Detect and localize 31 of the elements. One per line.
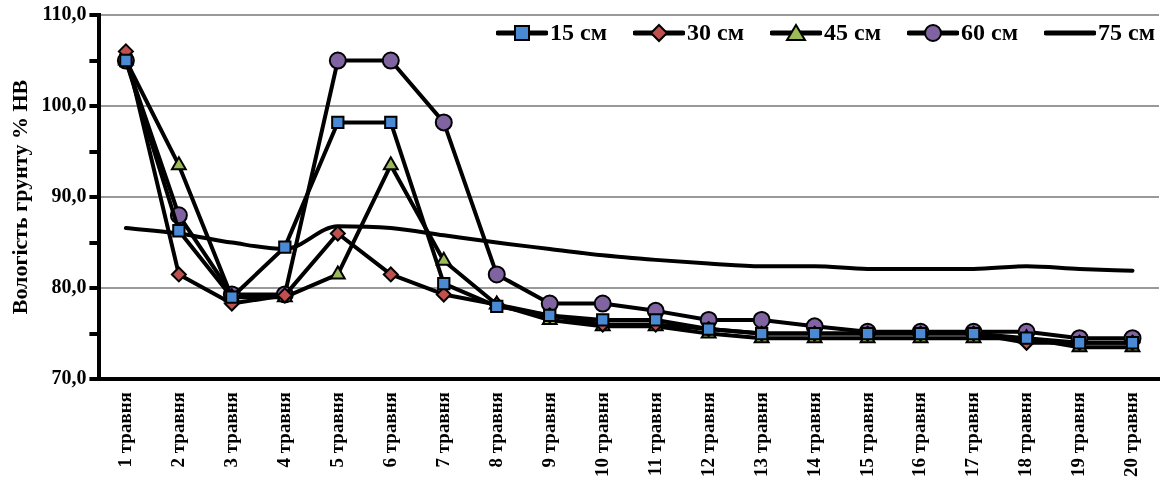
y-tick-label: 100,0 — [41, 93, 87, 116]
x-tick-label: 9 травня — [537, 392, 559, 468]
x-tick-label: 13 травня — [749, 392, 771, 478]
x-tick-label: 15 травня — [855, 392, 877, 478]
x-tick-label: 20 травня — [1120, 392, 1142, 478]
x-tick-label: 7 травня — [431, 392, 453, 468]
x-tick-label: 18 травня — [1014, 392, 1036, 478]
legend-label: 15 см — [550, 19, 607, 46]
x-tick-label: 10 травня — [590, 392, 612, 478]
y-tick-label: 90,0 — [51, 184, 87, 207]
x-tick-label: 5 травня — [325, 392, 347, 468]
x-tick-label: 19 травня — [1067, 392, 1089, 478]
x-tick-label: 16 травня — [908, 392, 930, 478]
x-tick-label: 3 травня — [219, 392, 241, 468]
legend-label: 45 см — [824, 19, 881, 46]
x-tick-label: 2 травня — [166, 392, 188, 468]
x-tick-label: 8 травня — [484, 392, 506, 468]
x-tick-label: 11 травня — [643, 392, 665, 476]
x-tick-label: 6 травня — [378, 392, 400, 468]
y-tick-label: 70,0 — [51, 366, 87, 389]
y-tick-label: 110,0 — [42, 2, 87, 25]
y-tick-label: 80,0 — [51, 275, 87, 298]
x-tick-label: 14 травня — [802, 392, 824, 478]
x-tick-label: 12 травня — [696, 392, 718, 478]
legend-label: 75 см — [1098, 19, 1155, 46]
x-tick-label: 4 травня — [272, 392, 294, 468]
x-tick-label: 1 травня — [113, 392, 135, 468]
legend-label: 60 см — [961, 19, 1018, 46]
y-axis-title: Вологість грунту % НВ — [6, 79, 32, 315]
legend-label: 30 см — [687, 19, 744, 46]
x-tick-label: 17 травня — [961, 392, 983, 478]
